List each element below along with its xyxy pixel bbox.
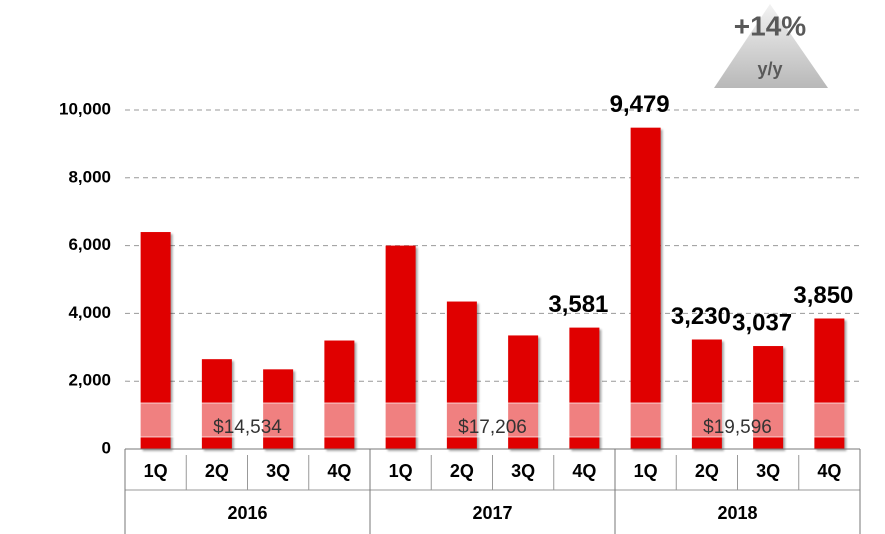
x-tick-label: 3Q bbox=[511, 461, 535, 481]
y-tick-label: 8,000 bbox=[68, 167, 111, 186]
x-tick-label: 2Q bbox=[695, 461, 719, 481]
y-tick-label: 4,000 bbox=[68, 303, 111, 322]
x-tick-label: 3Q bbox=[266, 461, 290, 481]
total-band bbox=[617, 402, 858, 438]
group-label: 2017 bbox=[472, 503, 512, 523]
x-tick-label: 1Q bbox=[144, 461, 168, 481]
x-tick-label: 2Q bbox=[450, 461, 474, 481]
badge-change: +14% bbox=[734, 10, 806, 41]
group-label: 2016 bbox=[227, 503, 267, 523]
value-label: 3,037 bbox=[732, 309, 792, 336]
y-tick-label: 6,000 bbox=[68, 235, 111, 254]
x-tick-label: 1Q bbox=[634, 461, 658, 481]
y-tick-label: 0 bbox=[102, 438, 111, 457]
value-label: 3,581 bbox=[548, 291, 608, 318]
value-label: 3,850 bbox=[793, 282, 853, 309]
x-tick-label: 2Q bbox=[205, 461, 229, 481]
value-label: 9,479 bbox=[610, 91, 670, 118]
y-tick-label: 2,000 bbox=[68, 371, 111, 390]
group-total: $19,596 bbox=[703, 417, 772, 438]
group-label: 2018 bbox=[717, 503, 757, 523]
total-band bbox=[127, 402, 368, 438]
x-tick-label: 4Q bbox=[572, 461, 596, 481]
x-tick-label: 4Q bbox=[327, 461, 351, 481]
total-band bbox=[372, 402, 613, 438]
value-label: 3,230 bbox=[671, 303, 731, 330]
group-total: $17,206 bbox=[458, 417, 527, 438]
badge-shape bbox=[714, 4, 828, 88]
bar bbox=[630, 127, 661, 450]
badge-basis: y/y bbox=[757, 59, 782, 79]
group-total: $14,534 bbox=[213, 417, 282, 438]
y-tick-label: 10,000 bbox=[59, 99, 111, 118]
x-tick-label: 3Q bbox=[756, 461, 780, 481]
x-tick-label: 4Q bbox=[817, 461, 841, 481]
x-tick-label: 1Q bbox=[389, 461, 413, 481]
